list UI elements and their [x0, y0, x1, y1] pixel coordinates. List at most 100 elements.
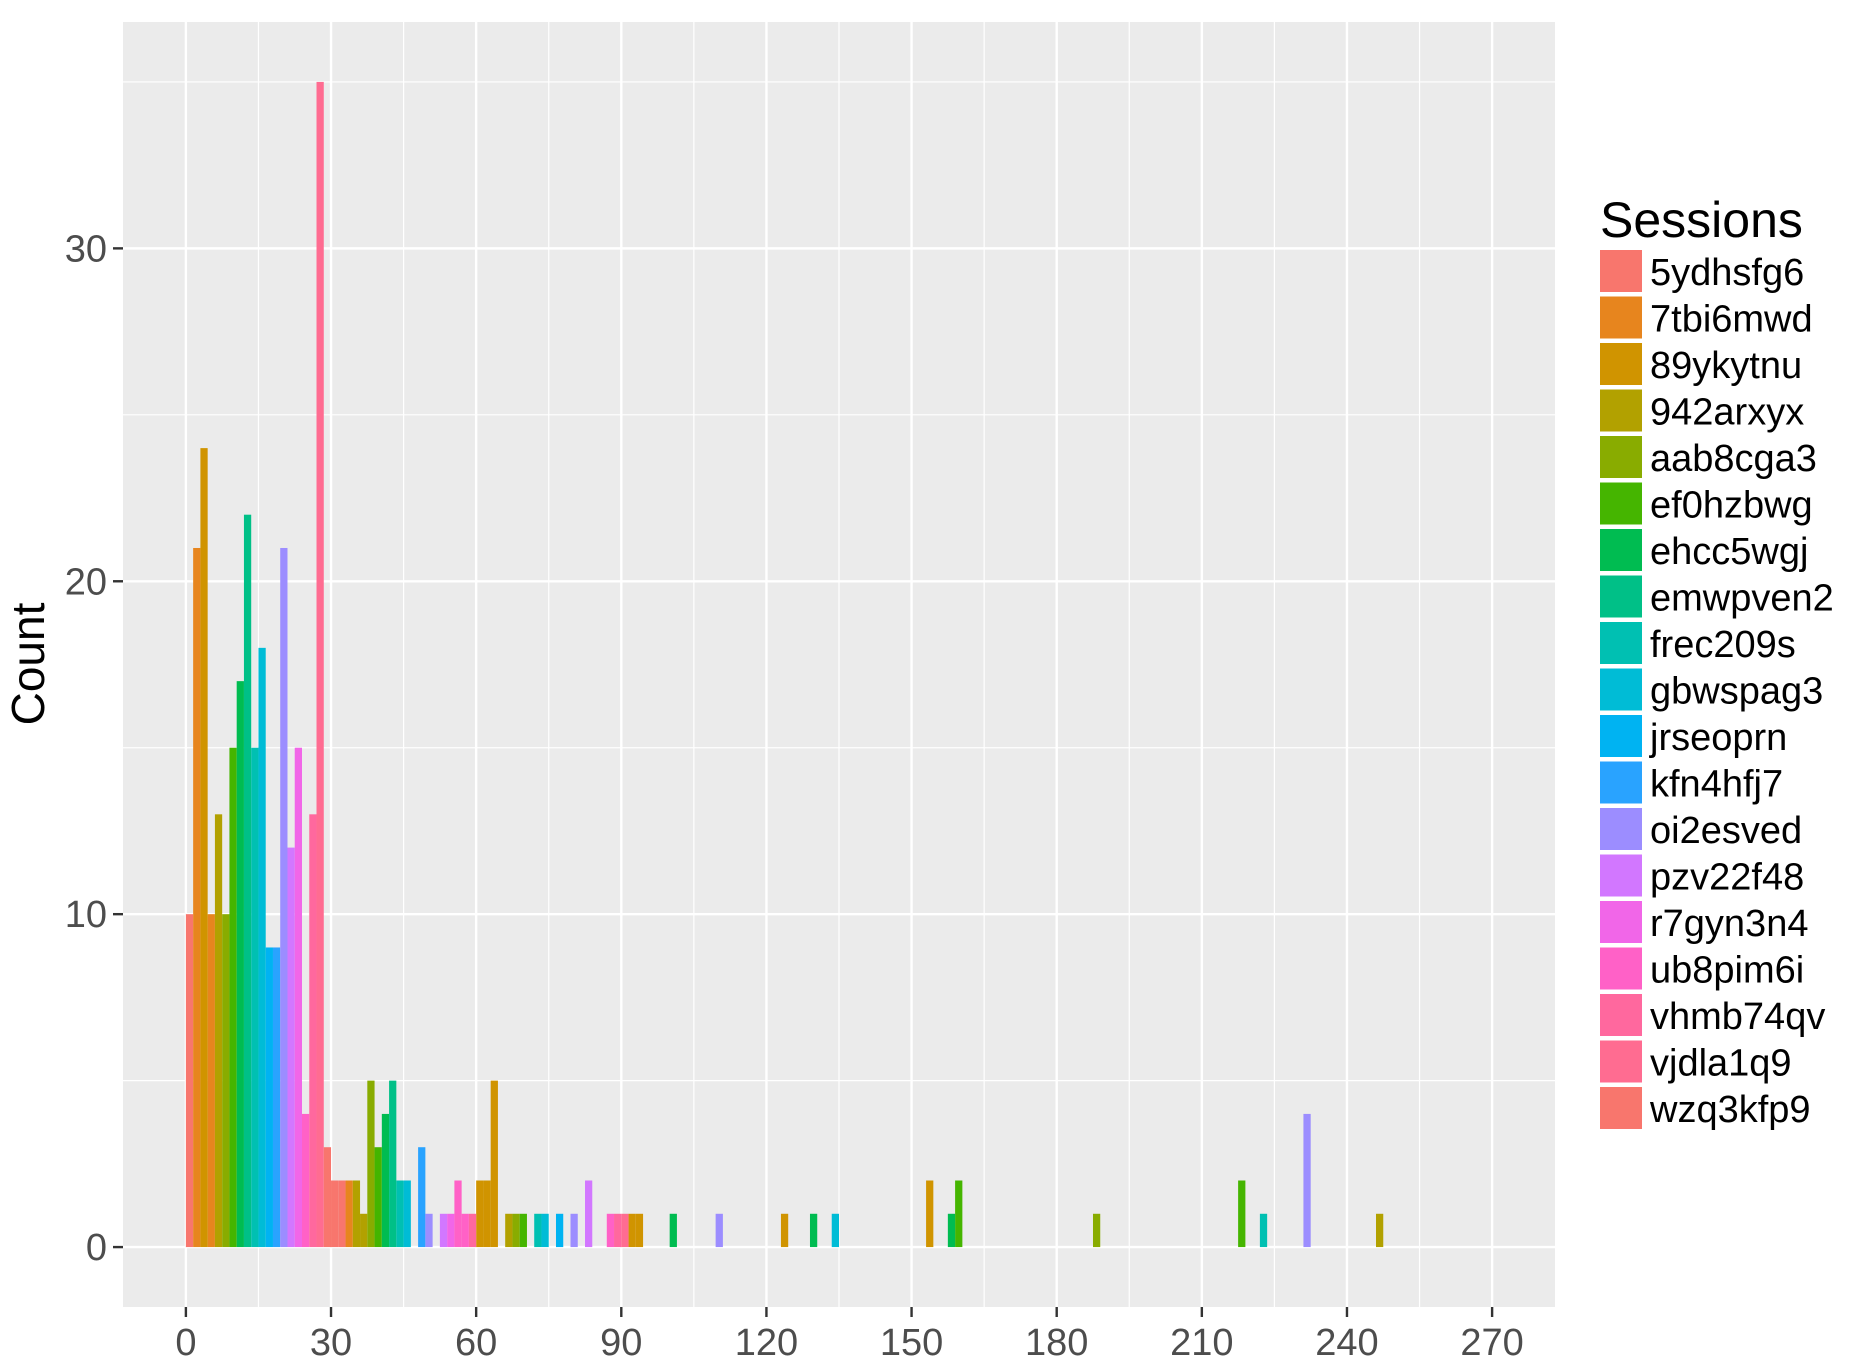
histogram-bar — [669, 1213, 677, 1248]
histogram-bar — [374, 1147, 382, 1248]
histogram-bar — [323, 1147, 332, 1248]
bars — [185, 81, 1384, 1248]
legend-label: wzq3kfp9 — [1649, 1089, 1811, 1131]
histogram-bar — [585, 1180, 593, 1248]
y-tick-label: 0 — [86, 1227, 107, 1269]
histogram-bar — [614, 1213, 622, 1248]
x-tick-label: 0 — [175, 1322, 196, 1358]
histogram-bar — [222, 914, 230, 1248]
legend-key — [1600, 482, 1642, 525]
histogram-bar — [389, 1080, 397, 1248]
histogram-bar — [512, 1213, 520, 1248]
histogram-bar — [403, 1180, 411, 1248]
legend-label: jrseoprn — [1649, 717, 1787, 759]
histogram-bar — [447, 1213, 455, 1248]
histogram-bar — [461, 1213, 469, 1248]
histogram-bar — [302, 1113, 310, 1248]
legend-key — [1600, 529, 1642, 571]
histogram-bar — [345, 1180, 353, 1248]
histogram-bar — [367, 1080, 375, 1248]
histogram-bar — [425, 1213, 433, 1248]
histogram-bar — [1259, 1213, 1268, 1248]
histogram-bar — [200, 448, 208, 1248]
legend-key — [1600, 994, 1642, 1036]
histogram-bar — [251, 747, 259, 1248]
x-tick-label: 210 — [1170, 1322, 1233, 1358]
histogram-bar — [831, 1213, 839, 1248]
histogram-bar — [947, 1213, 956, 1248]
legend-key — [1600, 901, 1642, 943]
legend-key — [1600, 343, 1642, 385]
y-tick-label: 20 — [65, 561, 107, 603]
histogram-bar — [381, 1113, 390, 1248]
histogram-bar — [505, 1213, 513, 1248]
x-tick-label: 60 — [455, 1322, 497, 1358]
x-tick-label: 30 — [310, 1322, 352, 1358]
histogram-bar — [1303, 1113, 1311, 1248]
legend-label: vhmb74qv — [1650, 996, 1825, 1038]
x-tick-label: 240 — [1315, 1322, 1378, 1358]
legend-label: ub8pim6i — [1650, 950, 1804, 992]
legend-label: pzv22f48 — [1650, 857, 1804, 899]
histogram-bar — [294, 747, 302, 1248]
histogram-bar — [519, 1213, 527, 1248]
histogram-bar — [780, 1213, 789, 1248]
histogram-bar — [309, 814, 317, 1248]
histogram-bar — [541, 1213, 549, 1248]
histogram-bar — [287, 847, 295, 1248]
histogram-bar — [243, 514, 252, 1248]
histogram-bar — [1092, 1213, 1101, 1248]
legend-label: frec209s — [1650, 624, 1796, 666]
y-tick-label: 10 — [65, 894, 107, 936]
legend-key — [1600, 808, 1642, 850]
histogram-bar — [570, 1213, 578, 1248]
legend-key — [1600, 1087, 1642, 1129]
legend-label: ehcc5wgj — [1650, 531, 1808, 573]
legend-key — [1600, 436, 1642, 478]
histogram-bar — [236, 681, 244, 1248]
histogram-bar — [272, 947, 281, 1248]
histogram-bar — [352, 1180, 361, 1248]
legend-label: vjdla1q9 — [1650, 1043, 1792, 1085]
histogram-bar — [476, 1180, 484, 1248]
histogram-bar — [280, 547, 288, 1248]
x-axis-title: ? — [826, 1353, 852, 1358]
legend-label: 942arxyx — [1650, 392, 1804, 434]
histogram-bar — [490, 1080, 498, 1248]
legend-label: emwpven2 — [1650, 578, 1834, 620]
legend-key — [1600, 761, 1642, 804]
histogram-bar — [396, 1180, 404, 1248]
x-tick-label: 120 — [735, 1322, 798, 1358]
histogram-bar — [635, 1213, 644, 1248]
histogram-bar — [926, 1180, 934, 1248]
histogram-bar — [331, 1180, 339, 1248]
legend-label: oi2esved — [1650, 810, 1802, 852]
grid-lines — [123, 22, 1555, 1307]
x-tick-label: 150 — [880, 1322, 943, 1358]
histogram-bar — [229, 747, 237, 1248]
histogram-bar — [265, 947, 273, 1248]
x-tick-label: 270 — [1460, 1322, 1523, 1358]
legend-title: Sessions — [1600, 192, 1803, 248]
legend-label: aab8cga3 — [1650, 438, 1817, 480]
legend-label: ef0hzbwg — [1650, 485, 1813, 527]
y-axis-title: Count — [2, 602, 54, 725]
legend-key — [1600, 715, 1642, 757]
legend-key — [1600, 622, 1642, 664]
legend-key — [1600, 250, 1642, 292]
histogram-bar — [439, 1213, 448, 1248]
histogram-bar — [185, 914, 194, 1248]
histogram-bar — [628, 1213, 636, 1248]
legend-key — [1600, 575, 1642, 618]
histogram-bar — [316, 81, 324, 1248]
legend-label: 7tbi6mwd — [1650, 299, 1813, 341]
axes: 0 30 60 90 120 150 180 210 240 270 0 10 20 30 — [65, 228, 1524, 1358]
histogram-bar — [193, 547, 201, 1248]
histogram-bar — [715, 1213, 723, 1248]
histogram-bar — [258, 647, 266, 1248]
legend-key — [1600, 389, 1642, 432]
histogram-bar — [1238, 1180, 1246, 1248]
histogram-bar — [338, 1180, 346, 1248]
histogram-bar — [207, 914, 215, 1248]
